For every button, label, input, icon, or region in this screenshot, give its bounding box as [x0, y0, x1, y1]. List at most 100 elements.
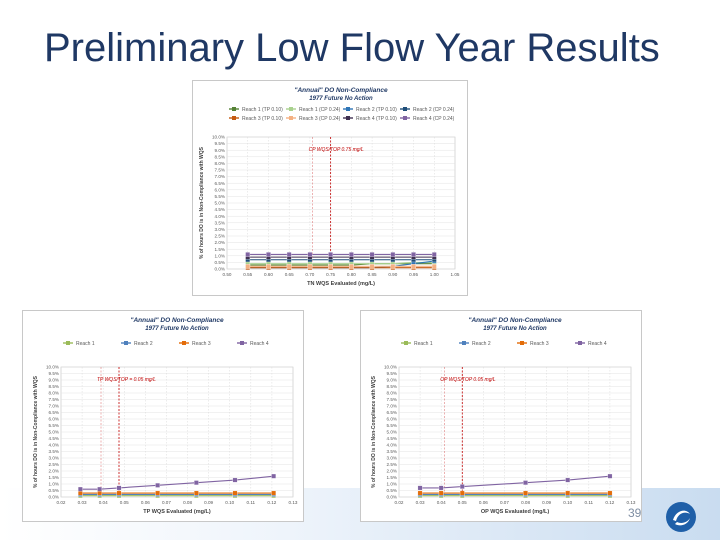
data-point — [155, 482, 161, 488]
data-point — [417, 485, 423, 491]
legend-label: Reach 1 (TP 0.10) — [242, 107, 283, 113]
x-tick-label: 0.09 — [542, 500, 551, 505]
legend-marker — [289, 116, 293, 120]
legend-label: Reach 1 (CP 0.24) — [299, 107, 341, 113]
data-point — [349, 264, 354, 269]
y-tick-label: 0.5% — [387, 488, 397, 493]
data-point — [565, 490, 571, 496]
legend-marker — [403, 116, 407, 120]
y-tick-label: 1.5% — [387, 475, 397, 480]
y-tick-label: 7.5% — [387, 397, 397, 402]
data-point — [565, 477, 571, 483]
y-tick-label: 9.5% — [387, 371, 397, 376]
legend-label: Reach 3 (TP 0.10) — [242, 116, 283, 122]
x-tick-label: 0.80 — [347, 272, 356, 277]
legend-label: Reach 3 — [192, 341, 211, 347]
x-tick-label: 0.12 — [267, 500, 276, 505]
y-tick-label: 0.0% — [215, 267, 225, 272]
x-tick-label: 0.05 — [120, 500, 129, 505]
legend-marker — [462, 341, 466, 345]
y-tick-label: 8.0% — [215, 161, 225, 166]
y-tick-label: 1.5% — [215, 247, 225, 252]
chart-title: "Annual" DO Non-Compliance — [468, 317, 562, 324]
y-tick-label: 4.5% — [49, 436, 59, 441]
y-tick-label: 8.0% — [49, 391, 59, 396]
y-tick-label: 6.0% — [49, 417, 59, 422]
x-tick-label: 0.08 — [521, 500, 530, 505]
data-point — [607, 473, 613, 479]
y-tick-label: 0.0% — [387, 495, 397, 500]
x-tick-label: 0.07 — [162, 500, 171, 505]
y-axis-label: % of hours DO is in Non-Compliance with … — [199, 146, 205, 259]
series-line-2 — [247, 261, 435, 265]
y-tick-label: 3.0% — [215, 227, 225, 232]
data-point — [307, 264, 313, 269]
y-tick-label: 3.5% — [49, 449, 59, 454]
y-tick-label: 5.0% — [49, 430, 59, 435]
legend-marker — [578, 341, 582, 345]
x-tick-label: 0.50 — [223, 272, 232, 277]
page-number: 39 — [628, 506, 642, 520]
y-tick-label: 10.0% — [46, 365, 59, 370]
legend-marker — [403, 107, 407, 111]
x-tick-label: 0.12 — [605, 500, 614, 505]
y-tick-label: 4.5% — [387, 436, 397, 441]
legend-marker — [182, 341, 186, 345]
legend-marker — [520, 341, 524, 345]
series-line-1 — [247, 263, 435, 266]
y-tick-label: 8.5% — [49, 384, 59, 389]
annotation-text: OP WQS/TOP 0.05 mg/L — [440, 377, 496, 383]
y-tick-label: 10.0% — [212, 135, 225, 140]
y-tick-label: 7.0% — [49, 404, 59, 409]
data-point — [390, 252, 396, 257]
data-point — [328, 252, 333, 257]
y-tick-label: 2.0% — [49, 469, 59, 474]
y-tick-label: 0.0% — [49, 495, 59, 500]
y-tick-label: 6.5% — [387, 410, 397, 415]
x-tick-label: 0.85 — [368, 272, 377, 277]
x-axis-label: OP WQS Evaluated (mg/L) — [481, 509, 550, 515]
y-tick-label: 9.5% — [49, 371, 59, 376]
y-tick-label: 8.5% — [215, 154, 225, 159]
y-tick-label: 5.5% — [49, 423, 59, 428]
y-tick-label: 7.5% — [49, 397, 59, 402]
annotation-text: TP WQS/TOP = 0.05 mg/L — [97, 377, 156, 383]
y-tick-label: 1.0% — [49, 482, 59, 487]
chart-subtitle: 1977 Future No Action — [145, 326, 209, 332]
x-tick-label: 0.10 — [225, 500, 234, 505]
x-tick-label: 0.06 — [479, 500, 488, 505]
y-tick-label: 2.0% — [387, 469, 397, 474]
data-point — [607, 490, 613, 496]
y-tick-label: 8.5% — [387, 384, 397, 389]
x-axis-label: TP WQS Evaluated (mg/L) — [143, 509, 211, 515]
x-tick-label: 0.13 — [627, 500, 636, 505]
legend-label: Reach 4 — [588, 341, 607, 347]
data-point — [369, 264, 375, 269]
data-point — [411, 264, 416, 269]
x-tick-label: 0.13 — [289, 500, 298, 505]
data-point — [271, 473, 277, 479]
x-tick-label: 0.07 — [500, 500, 509, 505]
legend-label: Reach 2 — [134, 341, 153, 347]
legend-label: Reach 4 (TP 0.10) — [356, 116, 397, 122]
y-tick-label: 6.5% — [215, 181, 225, 186]
y-tick-label: 3.5% — [387, 449, 397, 454]
y-tick-label: 8.0% — [387, 391, 397, 396]
chart-tn-wqs: "Annual" DO Non-Compliance 1977 Future No… — [192, 80, 468, 296]
x-tick-label: 0.10 — [563, 500, 572, 505]
y-tick-label: 2.5% — [387, 462, 397, 467]
data-point — [266, 264, 271, 269]
data-point — [431, 264, 437, 269]
y-tick-label: 4.0% — [49, 443, 59, 448]
legend-label: Reach 1 — [76, 341, 95, 347]
x-tick-label: 0.02 — [395, 500, 404, 505]
data-point — [349, 252, 354, 257]
data-point — [245, 252, 251, 257]
y-tick-label: 2.5% — [49, 462, 59, 467]
y-tick-label: 7.0% — [215, 174, 225, 179]
legend-marker — [346, 116, 350, 120]
data-point — [116, 490, 122, 496]
data-point — [266, 252, 271, 257]
x-tick-label: 0.95 — [409, 272, 418, 277]
data-point — [155, 490, 161, 496]
